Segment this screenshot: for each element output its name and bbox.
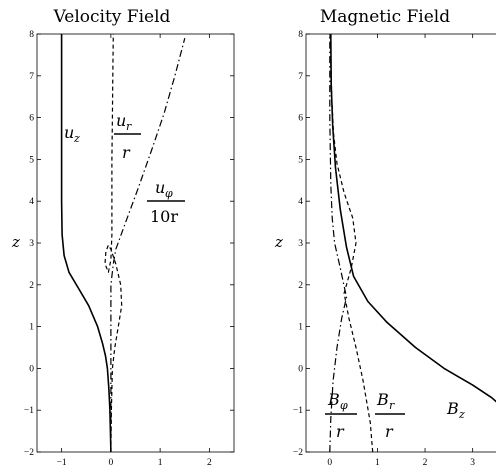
velocity-y-tick-label: 5 [29, 155, 34, 165]
uphi-label-den: 10r [150, 207, 178, 226]
velocity-axes-frame [36, 33, 235, 453]
velocity-y-tick-label: 6 [29, 114, 34, 124]
bphi-label-base: B [327, 390, 340, 409]
velocity-x-tick-label: 0 [109, 458, 114, 468]
velocity-y-tick-label: 4 [29, 197, 34, 207]
ur-label-den: r [122, 143, 131, 162]
magnetic-panel: Magnetic Field 0 1 2 3 −2 −1 0 1 2 3 4 5 6 7 8 z B φ … [274, 7, 496, 468]
magnetic-label-br-over-r: B r r [375, 390, 405, 441]
velocity-y-ticks: −2 −1 0 1 2 3 4 5 6 7 8 [24, 30, 234, 458]
magnetic-label-bz: B z [446, 399, 465, 421]
bphi-label-sub: φ [340, 399, 348, 412]
velocity-panel: Velocity Field −1 0 1 2 −2 −1 0 1 2 3 4 5 6 7 8 z u z… [11, 7, 235, 468]
magnetic-x-tick-label: 1 [375, 458, 380, 468]
velocity-x-tick-label: 2 [207, 458, 212, 468]
br-label-sub: r [389, 399, 395, 412]
bz-label-sub: z [458, 408, 465, 421]
magnetic-y-tick-label: 6 [298, 114, 303, 124]
magnetic-y-tick-label: −2 [293, 448, 303, 458]
uphi-label-base: u [155, 178, 165, 197]
velocity-y-tick-label: 0 [29, 364, 34, 374]
velocity-series-dashed [104, 34, 123, 452]
br-label-base: B [376, 390, 389, 409]
velocity-x-ticks: −1 0 1 2 [57, 34, 212, 468]
magnetic-series [329, 34, 496, 452]
magnetic-title: Magnetic Field [320, 7, 450, 27]
magnetic-y-tick-label: 3 [298, 239, 303, 249]
bz-label-base: B [446, 399, 459, 418]
magnetic-x-tick-label: 2 [423, 458, 428, 468]
magnetic-label-bphi-over-r: B φ r [325, 390, 357, 441]
velocity-y-tick-label: −1 [24, 406, 34, 416]
magnetic-y-tick-label: 1 [298, 323, 303, 333]
ur-label-base: u [116, 111, 126, 130]
magnetic-series-dashed [330, 34, 374, 452]
uz-label-base: u [64, 123, 74, 142]
br-label-den: r [385, 422, 394, 441]
velocity-y-tick-label: 3 [29, 239, 34, 249]
magnetic-y-ticks: −2 −1 0 1 2 3 4 5 6 7 8 [293, 30, 310, 458]
velocity-label-uz: u z [64, 123, 80, 145]
magnetic-ylabel: z [274, 233, 283, 251]
velocity-y-tick-label: 1 [29, 323, 34, 333]
velocity-x-tick-label: −1 [57, 458, 67, 468]
velocity-y-tick-label: 8 [29, 30, 34, 40]
velocity-label-uphi-over-10r: u φ 10r [147, 178, 185, 226]
magnetic-y-tick-label: −1 [293, 406, 303, 416]
magnetic-x-tick-label: 0 [327, 458, 332, 468]
velocity-ylabel: z [11, 233, 20, 251]
magnetic-y-tick-label: 8 [298, 30, 303, 40]
magnetic-y-tick-label: 5 [298, 155, 303, 165]
uz-label-sub: z [73, 132, 80, 145]
velocity-y-tick-label: 2 [29, 281, 34, 291]
velocity-series-dashdot [110, 38, 186, 452]
velocity-series [60, 34, 186, 452]
velocity-label-ur-over-r: u r r [114, 111, 141, 162]
velocity-series-solid [60, 34, 112, 452]
ur-label-sub: r [126, 120, 132, 133]
magnetic-series-solid [330, 34, 496, 403]
magnetic-y-tick-label: 4 [298, 197, 303, 207]
velocity-title: Velocity Field [53, 7, 171, 27]
magnetic-y-tick-label: 7 [298, 72, 303, 82]
velocity-y-tick-label: −2 [24, 448, 34, 458]
velocity-x-tick-label: 1 [158, 458, 163, 468]
uphi-label-sub: φ [165, 187, 173, 200]
magnetic-series-dashdot [329, 34, 348, 452]
velocity-y-tick-label: 7 [29, 72, 34, 82]
magnetic-y-tick-label: 0 [298, 364, 303, 374]
bphi-label-den: r [336, 422, 345, 441]
magnetic-x-tick-label: 3 [470, 458, 475, 468]
magnetic-y-tick-label: 2 [298, 281, 303, 291]
